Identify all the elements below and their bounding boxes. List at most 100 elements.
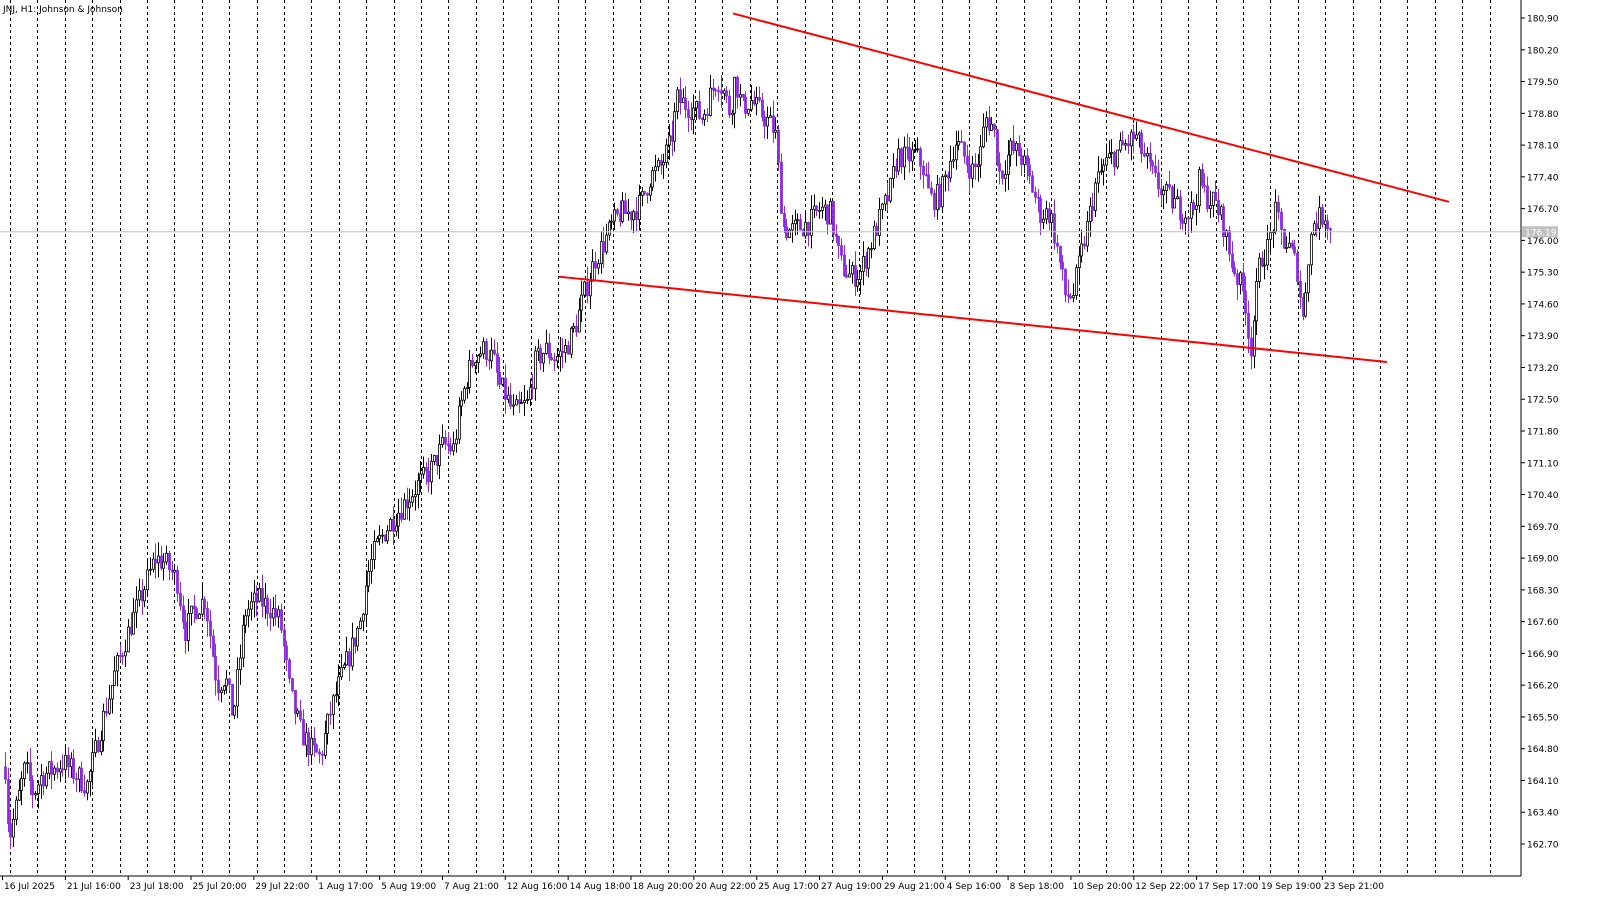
candle-body	[168, 552, 171, 571]
candle-body	[1072, 295, 1075, 299]
candle-body	[747, 108, 750, 114]
candle-body	[452, 443, 455, 452]
candle-body	[217, 679, 220, 693]
candle-body	[392, 519, 395, 532]
candle-body	[720, 90, 723, 94]
candle-body	[310, 737, 313, 756]
candle-body	[979, 146, 982, 166]
candle-body	[146, 569, 149, 591]
candle-body	[50, 761, 53, 775]
candle-body	[602, 241, 605, 253]
candle-body	[1168, 184, 1171, 188]
candle-body	[1162, 190, 1165, 196]
current-price-badge: 176.19	[1522, 226, 1558, 238]
x-tick-label: 17 Sep 17:00	[1198, 882, 1258, 892]
candle-body	[307, 732, 310, 756]
candle-body	[228, 678, 231, 685]
y-tick-label: 162.70	[1527, 841, 1559, 851]
x-tick-label: 1 Aug 17:00	[318, 882, 373, 892]
candle-body	[1020, 155, 1023, 165]
candle-body	[1121, 140, 1124, 146]
candle-body	[1187, 217, 1190, 220]
candle-body	[190, 605, 193, 614]
candle-body	[1007, 154, 1010, 175]
candle-body	[818, 210, 821, 212]
candle-body	[545, 342, 548, 354]
y-tick-label: 165.50	[1527, 713, 1559, 723]
candle-body	[414, 494, 417, 498]
candle-body	[963, 141, 966, 157]
x-tick-label: 25 Jul 20:00	[193, 882, 247, 892]
candle-body	[621, 200, 624, 222]
candle-body	[269, 613, 272, 619]
candle-body	[911, 149, 914, 162]
candle-body	[154, 558, 157, 564]
candle-body	[83, 790, 86, 794]
x-tick-label: 18 Aug 20:00	[633, 882, 694, 892]
y-tick-label: 176.00	[1527, 237, 1559, 247]
candle-body	[1102, 164, 1105, 172]
candle-body	[605, 234, 608, 253]
candle-body	[916, 148, 919, 151]
candle-body	[458, 405, 461, 440]
candle-body	[589, 280, 592, 297]
candle-body	[425, 467, 428, 472]
candle-body	[676, 89, 679, 113]
candle-body	[1261, 257, 1264, 267]
candle-body	[807, 221, 810, 236]
y-tick-label: 177.40	[1527, 173, 1559, 183]
candle-body	[941, 176, 944, 208]
candle-body	[89, 771, 92, 783]
candle-body	[288, 659, 291, 679]
candle-body	[277, 609, 280, 618]
candle-body	[616, 209, 619, 215]
candle-body	[247, 608, 250, 617]
candle-body	[1176, 196, 1179, 200]
x-tick-label: 7 Aug 21:00	[444, 882, 499, 892]
price-axis[interactable]: 180.90 180.20 179.50 178.80 178.10 177.40 176.…	[1521, 15, 1559, 851]
candle-body	[34, 793, 37, 796]
candle-body	[875, 225, 878, 236]
candle-body	[1042, 218, 1045, 223]
x-tick-label: 16 Jul 2025	[4, 882, 55, 892]
candle-body	[20, 778, 23, 791]
candle-body	[149, 568, 152, 571]
candle-body	[706, 113, 709, 116]
candle-body	[1080, 243, 1083, 257]
trendlines[interactable]	[558, 12, 1450, 364]
time-axis[interactable]: 16 Jul 2025 21 Jul 16:00 23 Jul 18:00 25 Ju…	[2, 876, 1385, 892]
candle-body	[296, 710, 299, 714]
candle-body	[733, 76, 736, 114]
candle-body	[56, 767, 59, 773]
candle-body	[152, 558, 155, 570]
y-tick-label: 178.80	[1527, 110, 1559, 120]
lower-trendline[interactable]	[558, 275, 1388, 364]
candle-body	[687, 109, 690, 118]
candle-body	[783, 213, 786, 228]
candle-body	[632, 211, 635, 221]
candle-body	[679, 89, 682, 104]
y-tick-label: 171.10	[1527, 459, 1559, 469]
candle-body	[1244, 290, 1247, 314]
y-tick-label: 174.60	[1527, 300, 1559, 310]
upper-trendline[interactable]	[732, 12, 1450, 203]
candle-body	[897, 148, 900, 172]
x-tick-label: 19 Sep 19:00	[1261, 882, 1321, 892]
candle-body	[176, 569, 179, 594]
candle-body	[124, 651, 127, 657]
candle-body	[515, 399, 518, 406]
candle-body	[386, 530, 389, 542]
candle-body	[187, 613, 190, 641]
candle-body	[575, 326, 578, 333]
candle-body	[427, 470, 430, 483]
candle-body	[728, 95, 731, 116]
candle-body	[1184, 217, 1187, 224]
candle-body	[624, 200, 627, 215]
y-tick-label: 180.90	[1527, 15, 1559, 25]
candle-body	[214, 655, 217, 681]
candle-body	[657, 160, 660, 168]
candle-body	[403, 499, 406, 520]
candle-body	[466, 387, 469, 389]
candle-body	[280, 609, 283, 631]
